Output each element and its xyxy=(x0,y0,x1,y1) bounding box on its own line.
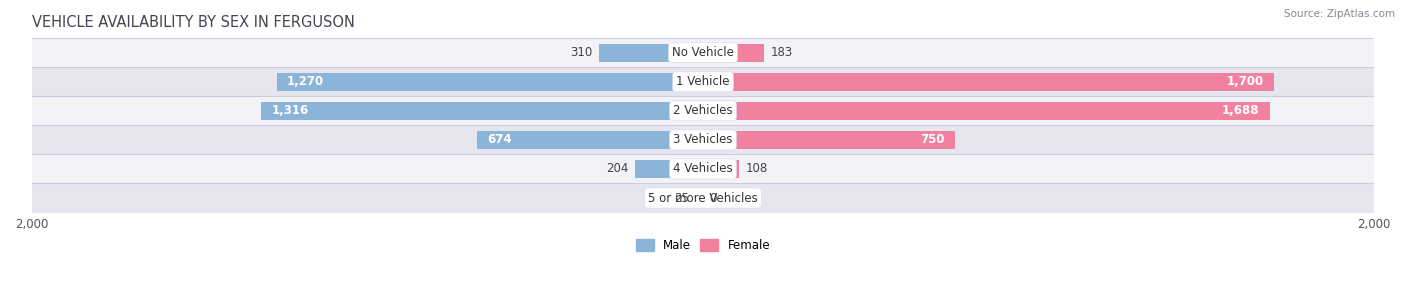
Bar xyxy=(703,73,1274,91)
Bar xyxy=(703,160,740,178)
Bar xyxy=(262,102,703,120)
Text: 108: 108 xyxy=(745,162,768,175)
Text: 1,316: 1,316 xyxy=(271,104,308,117)
Bar xyxy=(634,160,703,178)
Text: 674: 674 xyxy=(486,133,512,146)
Legend: Male, Female: Male, Female xyxy=(633,235,773,256)
Text: 25: 25 xyxy=(673,192,689,204)
Text: 2 Vehicles: 2 Vehicles xyxy=(673,104,733,117)
Bar xyxy=(277,73,703,91)
Text: 1 Vehicle: 1 Vehicle xyxy=(676,75,730,88)
Text: 1,700: 1,700 xyxy=(1226,75,1264,88)
Bar xyxy=(32,184,1374,213)
Text: 204: 204 xyxy=(606,162,628,175)
Text: No Vehicle: No Vehicle xyxy=(672,46,734,59)
Bar xyxy=(32,67,1374,96)
Bar xyxy=(695,189,703,207)
Text: 1,270: 1,270 xyxy=(287,75,323,88)
Bar xyxy=(32,125,1374,155)
Bar xyxy=(477,131,703,149)
Bar xyxy=(703,102,1270,120)
Bar xyxy=(32,155,1374,184)
Text: VEHICLE AVAILABILITY BY SEX IN FERGUSON: VEHICLE AVAILABILITY BY SEX IN FERGUSON xyxy=(32,15,354,30)
Text: 4 Vehicles: 4 Vehicles xyxy=(673,162,733,175)
Bar xyxy=(32,38,1374,67)
Bar xyxy=(703,44,765,62)
Text: 0: 0 xyxy=(709,192,717,204)
Text: 1,688: 1,688 xyxy=(1222,104,1260,117)
Text: 3 Vehicles: 3 Vehicles xyxy=(673,133,733,146)
Text: 183: 183 xyxy=(770,46,793,59)
Text: Source: ZipAtlas.com: Source: ZipAtlas.com xyxy=(1284,9,1395,19)
Text: 750: 750 xyxy=(920,133,945,146)
Bar xyxy=(32,96,1374,125)
Text: 5 or more Vehicles: 5 or more Vehicles xyxy=(648,192,758,204)
Text: 310: 310 xyxy=(571,46,593,59)
Bar xyxy=(703,131,955,149)
Bar xyxy=(599,44,703,62)
